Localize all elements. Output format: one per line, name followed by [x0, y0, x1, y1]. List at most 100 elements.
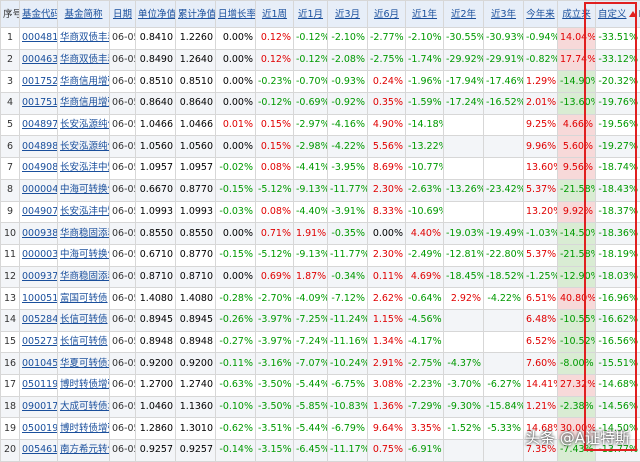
fund-code-link[interactable]: 050019: [20, 418, 58, 440]
fund-name-link[interactable]: 南方希元转债: [58, 440, 110, 462]
fund-code-link[interactable]: 050119: [20, 375, 58, 397]
month-3-cell: -11.16%: [328, 331, 368, 353]
year-2-cell: -18.45%: [444, 266, 484, 288]
fund-name-link[interactable]: 华商稳固添利: [58, 266, 110, 288]
fund-name-link[interactable]: 博时转债增强: [58, 418, 110, 440]
ytd-cell: 13.20%: [524, 201, 558, 223]
ytd-cell: -1.25%: [524, 266, 558, 288]
cumulative-nav-cell: 1.0957: [176, 158, 216, 180]
fund-name-link[interactable]: 华商信用增强: [58, 93, 110, 115]
fund-name-link[interactable]: 华夏可转债增: [58, 353, 110, 375]
year-3-cell: [484, 114, 524, 136]
fund-code-link[interactable]: 000463: [20, 49, 58, 71]
fund-code-link[interactable]: 000937: [20, 266, 58, 288]
fund-code-link[interactable]: 000938: [20, 223, 58, 245]
fund-name-link[interactable]: 富国可转债: [58, 288, 110, 310]
fund-name-link[interactable]: 长安泓源纯债: [58, 114, 110, 136]
year-1-cell: -4.17%: [406, 331, 444, 353]
since-inception-cell: -14.90%: [558, 71, 596, 93]
header-date[interactable]: 日期: [110, 1, 136, 28]
fund-name-link[interactable]: 长安泓沣中短: [58, 201, 110, 223]
year-1-cell: 4.40%: [406, 223, 444, 245]
fund-name-link[interactable]: 华商双债丰利: [58, 28, 110, 50]
fund-code-link[interactable]: 000004: [20, 179, 58, 201]
fund-code-link[interactable]: 100051: [20, 288, 58, 310]
custom-cell: -14.56%: [596, 396, 640, 418]
year-3-cell: [484, 158, 524, 180]
month-3-cell: -10.83%: [328, 396, 368, 418]
custom-cell: -33.12%: [596, 49, 640, 71]
fund-code-link[interactable]: 005461: [20, 440, 58, 462]
header-since-inception[interactable]: 成立来: [558, 1, 596, 28]
header-custom-label[interactable]: 自定义: [598, 9, 627, 20]
fund-code-link[interactable]: 001045: [20, 353, 58, 375]
fund-code-link[interactable]: 004908: [20, 158, 58, 180]
date-cell: 06-05: [110, 93, 136, 115]
month-3-cell: -0.93%: [328, 71, 368, 93]
header-daily-growth[interactable]: 日增长率: [216, 1, 256, 28]
fund-name-link[interactable]: 长信可转债: [58, 309, 110, 331]
fund-name-link[interactable]: 长安泓源纯债: [58, 136, 110, 158]
row-index: 18: [1, 396, 20, 418]
header-1-month[interactable]: 近1月: [294, 1, 328, 28]
fund-code-link[interactable]: 005273: [20, 331, 58, 353]
unit-nav-cell: 1.2860: [136, 418, 176, 440]
year-1-cell: -2.63%: [406, 179, 444, 201]
fund-name-link[interactable]: 长安泓沣中短: [58, 158, 110, 180]
fund-code-link[interactable]: 000003: [20, 244, 58, 266]
header-custom[interactable]: 自定义: [596, 1, 640, 28]
fund-name-link[interactable]: 中海可转换债: [58, 244, 110, 266]
fund-code-link[interactable]: 004897: [20, 114, 58, 136]
month-6-cell: 0.11%: [368, 266, 406, 288]
sort-desc-icon[interactable]: [629, 11, 637, 17]
header-1-year[interactable]: 近1年: [406, 1, 444, 28]
fund-name-link[interactable]: 中海可转换债: [58, 179, 110, 201]
unit-nav-cell: 1.0993: [136, 201, 176, 223]
year-2-cell: -29.92%: [444, 49, 484, 71]
fund-code-link[interactable]: 090017: [20, 396, 58, 418]
year-2-cell: -9.30%: [444, 396, 484, 418]
fund-code-link[interactable]: 004898: [20, 136, 58, 158]
ytd-cell: 6.51%: [524, 288, 558, 310]
fund-name-link[interactable]: 华商信用增强: [58, 71, 110, 93]
fund-code-link[interactable]: 004907: [20, 201, 58, 223]
month-6-cell: 3.08%: [368, 375, 406, 397]
year-1-cell: 4.69%: [406, 266, 444, 288]
header-2-year[interactable]: 近2年: [444, 1, 484, 28]
fund-name-link[interactable]: 华商稳固添利: [58, 223, 110, 245]
cumulative-nav-cell: 1.4080: [176, 288, 216, 310]
month-6-cell: 2.62%: [368, 288, 406, 310]
header-ytd[interactable]: 今年来: [524, 1, 558, 28]
header-1-week[interactable]: 近1周: [256, 1, 294, 28]
fund-name-link[interactable]: 长信可转债: [58, 331, 110, 353]
fund-code-link[interactable]: 005284: [20, 309, 58, 331]
month-6-cell: 4.90%: [368, 114, 406, 136]
fund-code-link[interactable]: 001751: [20, 93, 58, 115]
custom-cell: -33.51%: [596, 28, 640, 50]
header-unit-nav[interactable]: 单位净值: [136, 1, 176, 28]
row-index: 8: [1, 179, 20, 201]
cumulative-nav-cell: 1.3010: [176, 418, 216, 440]
fund-code-link[interactable]: 000481: [20, 28, 58, 50]
daily-growth-cell: -0.15%: [216, 244, 256, 266]
unit-nav-cell: 1.0957: [136, 158, 176, 180]
fund-name-link[interactable]: 华商双债丰利: [58, 49, 110, 71]
unit-nav-cell: 1.0466: [136, 114, 176, 136]
header-fund-code[interactable]: 基金代码: [20, 1, 58, 28]
fund-code-link[interactable]: 001752: [20, 71, 58, 93]
fund-name-link[interactable]: 博时转债增强: [58, 375, 110, 397]
month-3-cell: -2.08%: [328, 49, 368, 71]
fund-name-link[interactable]: 大成可转债增: [58, 396, 110, 418]
month-3-cell: -2.10%: [328, 28, 368, 50]
custom-cell: -15.51%: [596, 353, 640, 375]
header-cumulative-nav[interactable]: 累计净值: [176, 1, 216, 28]
header-fund-name[interactable]: 基金简称: [58, 1, 110, 28]
week-1-cell: 0.12%: [256, 28, 294, 50]
month-3-cell: -4.16%: [328, 114, 368, 136]
header-3-month[interactable]: 近3月: [328, 1, 368, 28]
header-6-month[interactable]: 近6月: [368, 1, 406, 28]
header-3-year[interactable]: 近3年: [484, 1, 524, 28]
row-index: 13: [1, 288, 20, 310]
unit-nav-cell: 0.6670: [136, 179, 176, 201]
row-index: 9: [1, 201, 20, 223]
